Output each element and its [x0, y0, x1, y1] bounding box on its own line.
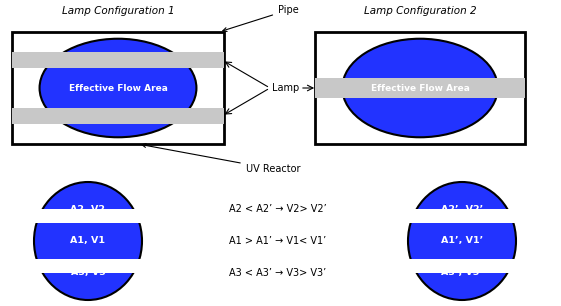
- Ellipse shape: [40, 39, 196, 137]
- Ellipse shape: [342, 39, 498, 137]
- Text: A1 > A1’ → V1< V1’: A1 > A1’ → V1< V1’: [229, 236, 327, 246]
- Bar: [408, 209, 516, 223]
- Bar: [12, 108, 224, 124]
- Bar: [315, 78, 525, 98]
- Text: A2’, V2’: A2’, V2’: [441, 205, 483, 214]
- Text: A2 < A2’ → V2> V2’: A2 < A2’ → V2> V2’: [229, 204, 327, 214]
- Bar: [408, 259, 516, 273]
- Bar: [12, 52, 224, 68]
- Bar: [34, 259, 142, 273]
- Text: Lamp Configuration 2: Lamp Configuration 2: [364, 6, 476, 16]
- Bar: [12, 32, 224, 144]
- Ellipse shape: [34, 182, 142, 300]
- Text: Lamp Configuration 1: Lamp Configuration 1: [62, 6, 174, 16]
- Ellipse shape: [408, 182, 516, 300]
- Text: Effective Flow Area: Effective Flow Area: [68, 84, 167, 92]
- Bar: [315, 78, 525, 98]
- Text: Effective Flow Area: Effective Flow Area: [371, 84, 470, 92]
- Text: A3, V3: A3, V3: [71, 268, 105, 277]
- Bar: [315, 32, 525, 144]
- Text: UV Reactor: UV Reactor: [142, 144, 300, 174]
- Bar: [12, 108, 224, 124]
- Bar: [34, 209, 142, 223]
- Text: Pipe: Pipe: [223, 5, 299, 32]
- Text: A3 < A3’ → V3> V3’: A3 < A3’ → V3> V3’: [229, 268, 327, 278]
- Text: Lamp: Lamp: [272, 83, 299, 93]
- Text: A3’, V3’: A3’, V3’: [441, 268, 483, 277]
- Text: A1’, V1’: A1’, V1’: [441, 237, 483, 245]
- Text: A2, V2: A2, V2: [71, 205, 105, 214]
- Bar: [12, 52, 224, 68]
- Text: A1, V1: A1, V1: [71, 237, 105, 245]
